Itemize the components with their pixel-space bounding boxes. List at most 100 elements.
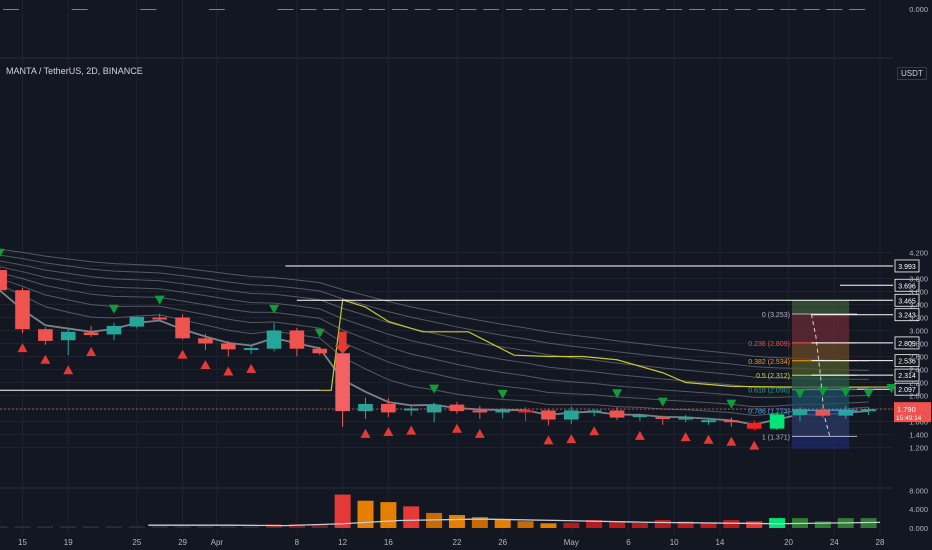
date-tick-label: 6 xyxy=(626,538,631,547)
moving-average-line xyxy=(0,260,869,380)
oscillator-bar xyxy=(666,9,683,10)
candle-body xyxy=(15,290,30,330)
date-tick-label: 14 xyxy=(715,538,724,547)
volume-bar xyxy=(471,517,488,528)
price-tick-label: 3.000 xyxy=(909,327,928,336)
trailing-stop-line xyxy=(319,299,892,391)
volume-tick-label: 0.000 xyxy=(909,524,928,533)
horizontal-levels[interactable]: 3.993 3.696 3.465 3.243 2.809 2.536 2.314 2.097 xyxy=(285,259,920,396)
candle-body xyxy=(861,409,876,412)
oscillator-bar xyxy=(711,9,728,10)
candle-body xyxy=(609,410,625,418)
buy-signal-arrow xyxy=(566,434,577,444)
fib-level-label: 0.382 (2.534) xyxy=(748,359,790,366)
signal-markers xyxy=(0,248,897,450)
fib-level-label: 0.5 (2.312) xyxy=(756,373,790,380)
volume-bar xyxy=(631,522,648,528)
buy-signal-arrow xyxy=(451,423,462,433)
volume-bar xyxy=(700,522,717,528)
buy-signal-arrow xyxy=(17,343,28,353)
price-level-box xyxy=(894,336,920,350)
fib-level-label: 0.786 (1.773) xyxy=(748,408,790,415)
date-tick-label: Apr xyxy=(211,538,224,547)
volume-bar xyxy=(723,520,740,528)
fib-zone xyxy=(791,314,850,343)
price-level-box xyxy=(894,259,920,273)
oscillator-bar xyxy=(574,9,591,10)
candle-body xyxy=(449,404,465,412)
buy-signal-arrow xyxy=(360,428,371,438)
candle-body xyxy=(632,415,648,417)
date-tick-label: 16 xyxy=(384,538,393,547)
volume-bar xyxy=(494,519,511,528)
candle-body xyxy=(198,338,213,344)
date-tick-label: 22 xyxy=(453,538,462,547)
price-level-label: 2.097 xyxy=(898,387,916,394)
candle-body xyxy=(564,410,579,420)
candle-body xyxy=(815,410,831,416)
oscillator-bar xyxy=(323,9,340,10)
oscillator-bar xyxy=(757,9,774,10)
candle-body xyxy=(403,408,419,411)
symbol-title[interactable]: MANTA / TetherUS, 2D, BINANCE xyxy=(6,66,143,76)
volume-bar xyxy=(563,522,580,528)
oscillator-panel: 0.000-0.500-1.000 xyxy=(3,5,928,14)
date-tick-label: 28 xyxy=(876,538,885,547)
sell-signal-arrow xyxy=(314,328,325,338)
candle-body xyxy=(426,404,442,413)
sell-signal-arrow xyxy=(840,387,851,397)
volume-bar xyxy=(37,526,54,528)
fib-zone xyxy=(791,436,850,449)
volume-bar xyxy=(83,526,100,528)
price-tick-label: 3.400 xyxy=(909,301,928,310)
oscillator-bar xyxy=(483,9,500,10)
buy-signal-arrow xyxy=(86,347,97,356)
price-level-label: 3.465 xyxy=(898,298,916,305)
date-tick-label: 12 xyxy=(338,538,347,547)
price-level-box xyxy=(894,308,920,322)
oscillator-bar xyxy=(208,9,225,10)
candle-body xyxy=(266,330,282,349)
fib-level-label: 0.618 (2.090) xyxy=(748,388,790,395)
oscillator-bar xyxy=(71,9,88,10)
buy-signal-arrow xyxy=(726,436,737,446)
oscillator-bar xyxy=(780,9,797,10)
volume-bar xyxy=(448,515,465,528)
price-level-label: 3.993 xyxy=(898,264,916,271)
oscillator-bar xyxy=(551,9,568,10)
sell-signal-arrow xyxy=(794,389,805,399)
buy-signal-arrow xyxy=(703,434,714,444)
oscillator-bar xyxy=(277,9,294,10)
currency-unit-button[interactable]: USDT xyxy=(897,67,927,80)
fib-level-label: 0 (3.253) xyxy=(762,312,790,319)
candle-body xyxy=(701,420,716,423)
price-axis[interactable]: 4.200 3.800 3.600 3.400 3.200 3.000 2.800 2.600… xyxy=(0,249,931,548)
volume-bar xyxy=(0,526,8,528)
buy-signal-arrow xyxy=(40,354,51,364)
candle-body xyxy=(60,331,76,341)
buy-signal-arrow xyxy=(200,360,211,369)
axis-background xyxy=(893,0,932,550)
volume-bar xyxy=(311,524,328,528)
oscillator-bar xyxy=(734,9,751,10)
fib-zone xyxy=(791,360,850,376)
date-tick-label: 15 xyxy=(18,538,27,547)
fibonacci-retracement[interactable]: 0 (3.253) 0.236 (2.809) 0.382 (2.534) 0.5 (… xyxy=(748,300,858,449)
volume-bar xyxy=(14,526,31,528)
date-tick-label: 29 xyxy=(178,538,187,547)
volume-bar xyxy=(540,523,557,528)
candle-body xyxy=(746,422,762,429)
oscillator-bar xyxy=(346,9,363,10)
buy-signal-arrow xyxy=(680,432,691,442)
fib-zone xyxy=(791,300,850,315)
fib-trend-line xyxy=(810,314,831,436)
date-tick-label: 26 xyxy=(498,538,507,547)
price-level-label: 2.314 xyxy=(898,373,916,380)
candle-body xyxy=(495,410,510,413)
candle-body xyxy=(769,414,785,429)
buy-signal-arrow xyxy=(749,440,760,450)
price-level-box xyxy=(894,354,920,368)
candle-body xyxy=(152,317,167,320)
date-tick-label: May xyxy=(564,538,579,547)
